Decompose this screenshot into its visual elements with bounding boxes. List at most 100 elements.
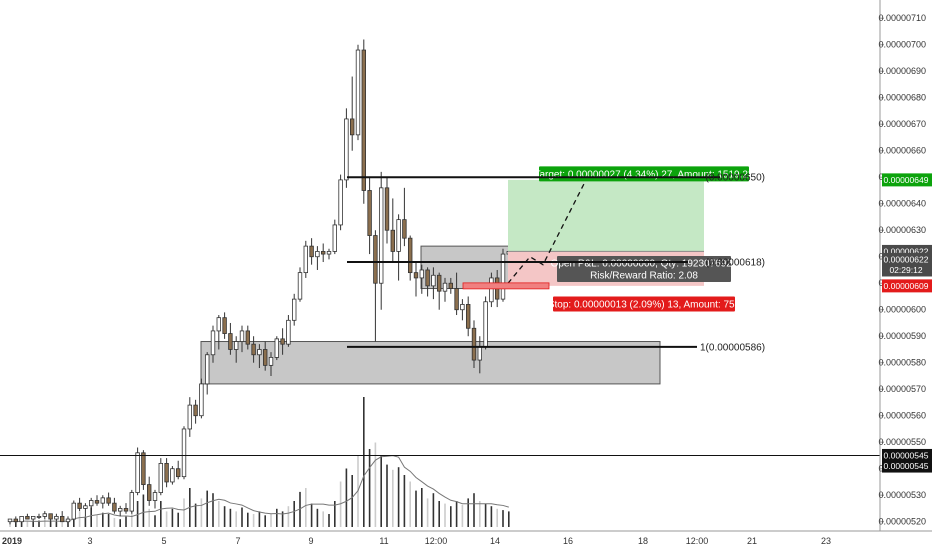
volume-bar	[502, 510, 504, 527]
price-tick-label: 0.00000660	[878, 146, 926, 156]
candle-body[interactable]	[251, 343, 256, 356]
candle-body[interactable]	[448, 282, 453, 289]
candle-body[interactable]	[245, 330, 250, 345]
candle-body[interactable]	[135, 452, 140, 493]
candle-body[interactable]	[106, 497, 111, 504]
candle-body[interactable]	[280, 338, 285, 345]
candle-body[interactable]	[48, 513, 53, 520]
candle-body[interactable]	[233, 341, 239, 350]
candle-body[interactable]	[100, 497, 105, 504]
candle-body[interactable]	[262, 349, 268, 366]
date-tick-label: 12:00	[425, 536, 448, 546]
candle-body[interactable]	[210, 330, 216, 356]
candle-body[interactable]	[13, 518, 18, 523]
volume-bar	[142, 494, 145, 527]
candle-body[interactable]	[25, 516, 30, 520]
candle-body[interactable]	[320, 251, 326, 255]
candle-body[interactable]	[442, 282, 448, 292]
candle-body[interactable]	[303, 245, 308, 274]
candle-body[interactable]	[187, 404, 192, 430]
candle-body[interactable]	[349, 118, 355, 136]
price-tag-label: 0.00000622	[884, 254, 929, 264]
candle-body[interactable]	[222, 317, 227, 334]
candle-body[interactable]	[361, 49, 366, 191]
volume-bar	[345, 468, 348, 527]
candle-body[interactable]	[60, 516, 65, 523]
candle-body[interactable]	[268, 357, 274, 366]
candle-body[interactable]	[199, 383, 204, 417]
candle-body[interactable]	[239, 330, 245, 342]
date-axis[interactable]: 2019 3 5 7 9 11 12:00 14 16 18 12:00 21 23	[0, 530, 932, 546]
candle-body[interactable]	[274, 338, 279, 358]
volume-bar	[218, 501, 220, 527]
candle-body[interactable]	[286, 319, 291, 345]
candle-body[interactable]	[402, 219, 407, 239]
candle-body[interactable]	[407, 237, 413, 274]
candle-body[interactable]	[431, 274, 436, 287]
candle-body[interactable]	[326, 251, 332, 255]
candle-body[interactable]	[216, 317, 221, 332]
candle-body[interactable]	[413, 272, 419, 279]
candle-body[interactable]	[338, 179, 343, 226]
candle-body[interactable]	[152, 492, 158, 501]
candle-body[interactable]	[30, 516, 36, 520]
candle-body[interactable]	[164, 463, 169, 483]
volume-bar	[415, 490, 417, 527]
volume-bar	[78, 511, 81, 527]
candle-body[interactable]	[471, 327, 477, 361]
candle-body[interactable]	[367, 190, 372, 236]
candle-body[interactable]	[181, 428, 187, 478]
target-zone[interactable]	[508, 179, 704, 252]
candle-body[interactable]	[373, 235, 378, 284]
candle-body[interactable]	[42, 513, 47, 517]
candle-body[interactable]	[315, 251, 320, 258]
candle-body[interactable]	[291, 298, 297, 321]
candle-body[interactable]	[36, 516, 42, 518]
candle-body[interactable]	[344, 118, 349, 181]
candle-body[interactable]	[257, 349, 262, 356]
candle-body[interactable]	[228, 333, 233, 350]
candle-body[interactable]	[7, 518, 13, 523]
candle-body[interactable]	[355, 49, 361, 136]
candle-body[interactable]	[118, 508, 123, 512]
candle-body[interactable]	[460, 304, 465, 311]
candle-body[interactable]	[332, 224, 337, 252]
candle-body[interactable]	[204, 354, 210, 385]
candle-body[interactable]	[396, 219, 401, 252]
candle-body[interactable]	[71, 502, 76, 520]
candle-body[interactable]	[384, 187, 390, 231]
candle-body[interactable]	[419, 269, 424, 279]
candle-body[interactable]	[489, 277, 494, 303]
candle-body[interactable]	[19, 516, 24, 523]
candle-body[interactable]	[65, 518, 71, 523]
candle-body[interactable]	[175, 468, 181, 478]
candle-body[interactable]	[500, 253, 506, 300]
candle-body[interactable]	[390, 229, 395, 252]
volume-bar	[38, 520, 40, 527]
candle-body[interactable]	[112, 502, 117, 512]
candle-body[interactable]	[129, 492, 134, 512]
candle-body[interactable]	[123, 508, 129, 512]
candle-body[interactable]	[54, 516, 59, 520]
candle-body[interactable]	[158, 463, 163, 493]
candle-body[interactable]	[141, 452, 146, 486]
volume-bar	[194, 503, 197, 527]
candle-body[interactable]	[297, 272, 303, 300]
candle-body[interactable]	[378, 187, 384, 284]
candle-body[interactable]	[477, 346, 482, 361]
candle-body[interactable]	[454, 288, 459, 311]
candle-body[interactable]	[309, 245, 314, 258]
candle-body[interactable]	[483, 301, 488, 348]
candle-body[interactable]	[436, 274, 442, 292]
candle-body[interactable]	[94, 500, 100, 504]
candle-body[interactable]	[83, 505, 88, 509]
candle-body[interactable]	[193, 404, 198, 417]
candle-body[interactable]	[425, 269, 430, 287]
candle-body[interactable]	[77, 502, 82, 509]
candle-body[interactable]	[89, 500, 94, 507]
candle-body[interactable]	[465, 304, 471, 329]
candle-body[interactable]	[170, 468, 175, 483]
candle-body[interactable]	[146, 484, 152, 501]
price-tag	[882, 448, 932, 462]
